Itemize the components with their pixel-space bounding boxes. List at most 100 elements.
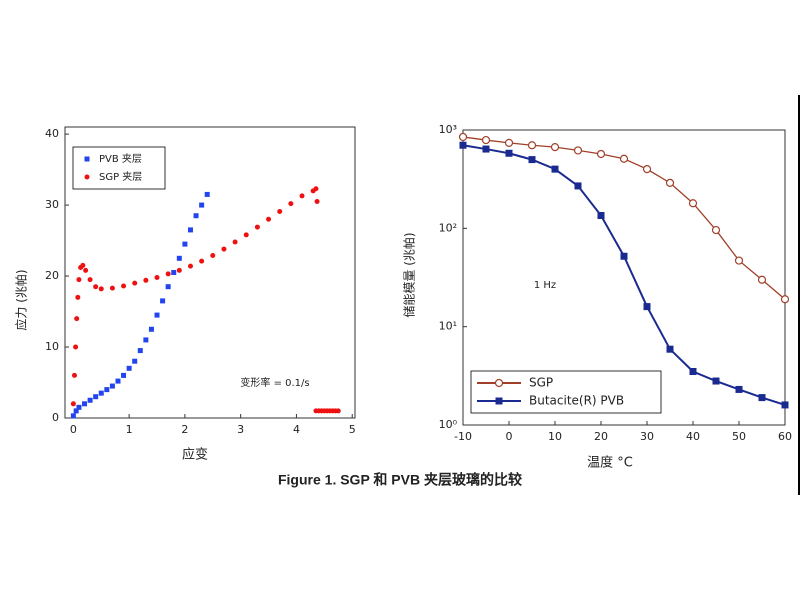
marker — [187, 263, 193, 269]
marker — [176, 267, 182, 273]
x-tick-label: 1 — [126, 423, 133, 436]
marker — [527, 141, 537, 150]
marker — [165, 271, 171, 277]
legend-box — [72, 146, 166, 190]
marker — [160, 298, 166, 304]
marker — [82, 401, 88, 407]
marker — [104, 387, 110, 393]
marker — [75, 294, 81, 300]
marker — [665, 178, 675, 187]
marker — [550, 143, 560, 152]
marker — [254, 224, 260, 230]
y-axis-label: 储能模量 (兆帕) — [402, 232, 417, 317]
marker — [126, 365, 132, 371]
marker — [458, 132, 468, 142]
marker — [689, 367, 697, 375]
marker — [314, 199, 320, 205]
marker — [232, 239, 238, 245]
x-tick-label: 0 — [70, 423, 77, 436]
marker — [98, 286, 104, 292]
marker — [171, 270, 177, 275]
marker — [757, 275, 767, 284]
marker — [277, 208, 283, 214]
marker — [505, 149, 513, 157]
x-tick-label: -10 — [454, 430, 472, 443]
marker — [288, 201, 294, 207]
marker — [74, 316, 80, 322]
marker — [199, 202, 205, 208]
y-tick-label: 40 — [45, 127, 59, 140]
x-tick-label: 40 — [686, 430, 700, 443]
x-tick-label: 60 — [778, 430, 792, 443]
x-tick-label: 3 — [237, 423, 244, 436]
annotation: 1 Hz — [534, 280, 556, 291]
legend-label: SGP — [529, 376, 553, 390]
y-tick-label: 10³ — [439, 123, 457, 136]
marker — [143, 277, 149, 283]
marker — [73, 408, 79, 414]
x-axis-label: 应变 — [182, 447, 208, 463]
marker — [115, 378, 121, 384]
legend-marker — [494, 378, 504, 388]
marker — [76, 277, 82, 283]
marker — [780, 295, 790, 304]
marker — [193, 213, 199, 219]
marker — [71, 372, 77, 378]
marker — [80, 262, 86, 268]
caption: Figure 1. SGP 和 PVB 夹层玻璃的比较 — [278, 472, 522, 488]
marker — [597, 212, 605, 220]
plot-frame — [64, 126, 356, 419]
legend-label: SGP 夹层 — [99, 170, 142, 183]
marker — [109, 383, 115, 389]
x-tick-label: 20 — [594, 430, 608, 443]
marker — [132, 358, 138, 364]
y-tick-label: 10 — [45, 340, 59, 353]
legend-label: Butacite(R) PVB — [529, 394, 624, 408]
marker — [143, 337, 149, 343]
marker — [642, 165, 652, 174]
legend-marker — [84, 174, 90, 180]
marker — [266, 216, 272, 222]
y-axis-label: 应力 (兆帕) — [14, 269, 29, 330]
x-axis-label: 温度 °C — [587, 455, 633, 471]
marker — [70, 401, 76, 407]
marker — [313, 186, 319, 192]
marker — [734, 256, 744, 265]
marker — [481, 135, 491, 145]
marker — [93, 394, 99, 400]
legend-box — [470, 370, 662, 414]
marker — [243, 232, 249, 238]
marker — [735, 385, 743, 393]
marker — [121, 372, 127, 378]
marker — [165, 284, 171, 290]
plot-frame — [462, 129, 786, 426]
marker — [666, 345, 674, 353]
marker — [221, 246, 227, 252]
series-line — [462, 144, 786, 406]
marker — [87, 397, 93, 403]
x-tick-label: 50 — [732, 430, 746, 443]
marker — [551, 165, 559, 173]
marker — [199, 258, 205, 264]
marker — [87, 277, 93, 283]
legend-label: PVB 夹层 — [99, 152, 142, 165]
x-tick-label: 10 — [548, 430, 562, 443]
marker — [73, 344, 79, 350]
marker — [176, 255, 182, 261]
y-tick-label: 30 — [45, 198, 59, 211]
marker — [109, 285, 115, 291]
marker — [688, 199, 698, 208]
marker — [781, 401, 789, 409]
marker — [482, 145, 490, 153]
marker — [711, 225, 721, 235]
marker — [619, 154, 629, 163]
y-tick-label: 0 — [52, 411, 59, 424]
marker — [132, 280, 138, 286]
marker — [121, 283, 127, 289]
marker — [187, 227, 193, 233]
marker — [154, 274, 160, 280]
marker — [93, 284, 99, 290]
marker — [573, 146, 583, 155]
y-tick-label: 10¹ — [439, 320, 457, 333]
